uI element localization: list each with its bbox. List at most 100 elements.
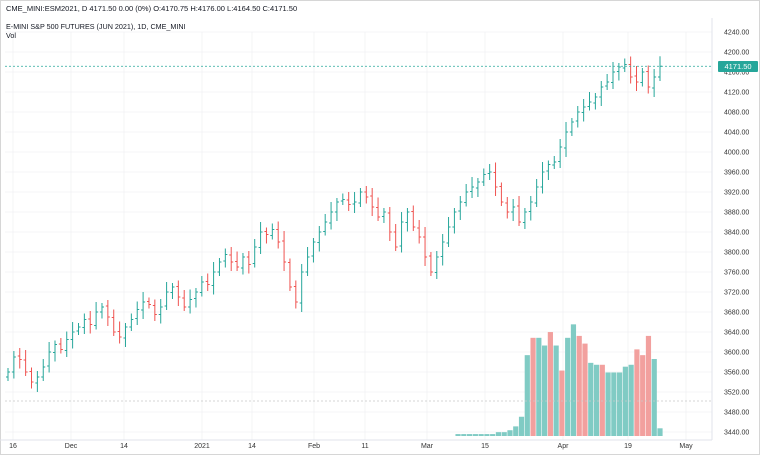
- price-tick-label: 3720.00: [724, 290, 749, 297]
- ohlc-bar: [123, 323, 128, 347]
- volume-bar: [472, 434, 478, 436]
- price-tick-label: 3960.00: [724, 170, 749, 177]
- price-tick-label: 3600.00: [724, 350, 749, 357]
- volume-bar: [588, 362, 594, 436]
- price-tick-label: 4080.00: [724, 110, 749, 117]
- ohlc-bar: [575, 106, 580, 128]
- ohlc-bar: [522, 208, 527, 229]
- ohlc-bar: [205, 273, 210, 291]
- ohlc-bar: [411, 205, 416, 231]
- ohlc-bar: [352, 192, 357, 213]
- time-tick-label: Dec: [65, 443, 78, 450]
- ohlc-bar: [587, 92, 592, 111]
- ohlc-bar: [217, 258, 222, 276]
- volume-bar: [651, 359, 657, 436]
- volume-bar: [611, 372, 617, 436]
- ohlc-bar: [129, 313, 134, 331]
- price-tick-label: 3560.00: [724, 370, 749, 377]
- volume-bar: [605, 372, 611, 436]
- volume-bar: [542, 345, 548, 436]
- volume-bar: [547, 332, 553, 436]
- ohlc-bar: [94, 302, 99, 330]
- price-tick-label: 4160.00: [724, 70, 749, 77]
- ohlc-bar: [628, 56, 633, 84]
- open-value: O:4170.75: [153, 4, 189, 13]
- ohlc-bar: [652, 69, 657, 97]
- ohlc-bar: [334, 198, 339, 221]
- ohlc-bar: [229, 247, 234, 271]
- ohlc-bar: [658, 56, 662, 81]
- ohlc-bar: [323, 214, 328, 236]
- volume-bar: [455, 434, 461, 436]
- ohlc-bar: [293, 280, 298, 309]
- ohlc-bar: [23, 350, 28, 376]
- price-tick-label: 3640.00: [724, 330, 749, 337]
- ohlc-bar: [540, 162, 545, 194]
- last-change: 4171.50 0.00 (0%): [89, 4, 152, 13]
- ohlc-bar: [505, 197, 510, 219]
- ohlc-bar: [246, 251, 251, 274]
- ohlc-bar: [640, 68, 645, 87]
- ohlc-bar: [35, 371, 40, 392]
- volume-legend[interactable]: Vol: [6, 31, 16, 40]
- ohlc-bar: [517, 196, 522, 226]
- volume-bar: [466, 434, 473, 436]
- symbol-label[interactable]: CME_MINI:ESM2021: [6, 4, 78, 13]
- ohlc-bar: [528, 196, 533, 221]
- ohlc-bar: [135, 301, 140, 325]
- ohlc-bar: [70, 322, 75, 349]
- price-tick-label: 3480.00: [724, 410, 749, 417]
- ohlc-bar: [11, 351, 16, 379]
- ohlc-bar: [364, 186, 369, 204]
- ohlc-bar: [235, 251, 240, 271]
- ohlc-bar: [511, 199, 516, 221]
- ohlc-bar: [546, 160, 551, 180]
- ohlc-bar: [158, 299, 163, 324]
- ohlc-bar: [458, 196, 463, 220]
- chart-title[interactable]: E-MINI S&P 500 FUTURES (JUN 2021), 1D, C…: [6, 22, 186, 31]
- ohlc-bar: [470, 177, 475, 198]
- ohlc-bar: [487, 164, 492, 180]
- ohlc-bar: [564, 122, 569, 157]
- ohlc-bar: [52, 340, 57, 362]
- ohlc-bar: [182, 290, 187, 311]
- time-tick-label: 15: [481, 443, 489, 450]
- ohlc-bar: [622, 58, 627, 72]
- price-tick-label: 3440.00: [724, 430, 749, 437]
- ohlc-bar: [141, 292, 146, 319]
- time-tick-label: May: [679, 443, 693, 450]
- ohlc-bar: [599, 81, 604, 106]
- ohlc-bar: [29, 367, 34, 389]
- volume-bar: [530, 337, 536, 436]
- price-tick-label: 3760.00: [724, 270, 749, 277]
- ohlc-bar: [258, 222, 263, 254]
- ohlc-bar: [164, 282, 169, 310]
- close-value: C:4171.50: [262, 4, 298, 13]
- ohlc-bar: [105, 300, 110, 326]
- ohlc-bar: [287, 258, 292, 291]
- ohlc-bar: [76, 323, 81, 335]
- time-tick-label: Apr: [558, 443, 570, 450]
- ohlc-bar: [199, 276, 204, 297]
- ohlc-bar: [446, 217, 451, 247]
- time-tick-label: Feb: [308, 443, 320, 450]
- price-tick-label: 4120.00: [724, 90, 749, 97]
- ohlc-bar: [558, 139, 563, 168]
- volume-bar: [628, 364, 634, 436]
- ohlc-bar: [176, 280, 181, 306]
- ohlc-bar: [146, 297, 151, 309]
- ohlc-bar: [569, 118, 574, 136]
- volume-bar: [490, 434, 496, 436]
- ohlc-bar: [41, 359, 46, 381]
- interval-label[interactable]: D: [81, 4, 88, 13]
- volume-bar: [507, 430, 513, 436]
- time-tick-label: 11: [361, 443, 368, 450]
- ohlc-bar: [499, 182, 504, 206]
- ohlc-bar: [58, 338, 63, 354]
- ohlc-bar: [117, 321, 122, 344]
- ohlc-bar: [387, 207, 392, 241]
- ohlc-legend: CME_MINI:ESM2021, D 4171.50 0.00 (0%) O:…: [6, 4, 298, 13]
- ohlc-bar: [47, 342, 52, 373]
- price-tick-label: 4240.00: [724, 30, 749, 37]
